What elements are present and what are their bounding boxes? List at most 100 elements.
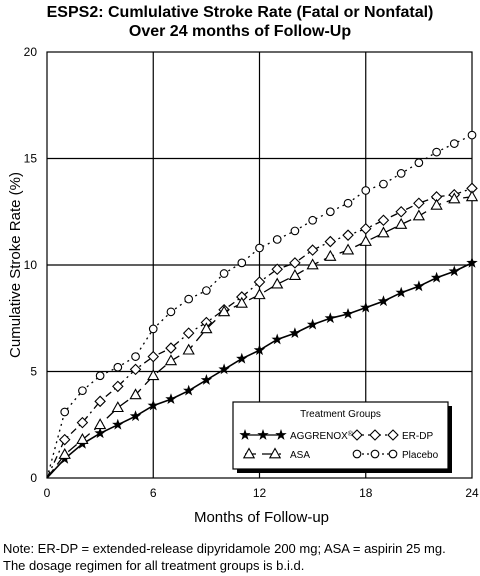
y-tick-label: 0 bbox=[30, 471, 37, 485]
chart-subtitle: Over 24 months of Follow-Up bbox=[128, 23, 352, 40]
data-point-er-dp bbox=[377, 214, 390, 227]
legend-marker-placebo bbox=[388, 449, 398, 459]
data-point-aggrenox bbox=[147, 399, 159, 411]
data-point-aggrenox bbox=[183, 384, 195, 396]
data-point-aggrenox bbox=[165, 393, 177, 404]
data-point-asa bbox=[341, 243, 355, 255]
data-point-aggrenox bbox=[360, 301, 372, 313]
legend-marker-aggrenox bbox=[239, 429, 251, 440]
data-point-placebo bbox=[308, 215, 317, 225]
data-point-asa bbox=[253, 288, 266, 300]
data-point-placebo bbox=[184, 294, 194, 304]
data-point-asa bbox=[235, 296, 248, 308]
data-point-asa bbox=[217, 305, 231, 317]
series-asa bbox=[46, 190, 479, 479]
footnote-dosage: The dosage regimen for all treatment gro… bbox=[3, 558, 305, 573]
data-point-er-dp bbox=[182, 327, 195, 339]
legend-marker-er-dp bbox=[387, 429, 399, 441]
data-point-placebo bbox=[202, 286, 211, 295]
data-point-er-dp bbox=[76, 416, 89, 429]
legend-label-placebo: Placebo bbox=[402, 450, 439, 461]
data-point-asa bbox=[147, 369, 160, 381]
data-point-er-dp bbox=[94, 395, 106, 408]
data-point-asa bbox=[58, 447, 71, 459]
data-point-aggrenox bbox=[236, 352, 248, 364]
series-aggrenox bbox=[46, 256, 478, 479]
data-point-er-dp bbox=[306, 244, 319, 256]
data-point-er-dp bbox=[147, 350, 160, 363]
data-point-er-dp bbox=[395, 205, 407, 218]
data-point-er-dp bbox=[359, 223, 372, 235]
x-tick-label: 18 bbox=[359, 486, 373, 500]
data-point-placebo bbox=[396, 169, 406, 178]
data-point-aggrenox bbox=[112, 418, 124, 430]
data-point-placebo bbox=[361, 186, 371, 195]
data-point-er-dp bbox=[58, 433, 71, 446]
data-point-aggrenox bbox=[200, 374, 213, 385]
legend-trademark: ® bbox=[348, 430, 354, 438]
legend: Treatment Groups AGGRENOX® ER-DP ASA Placebo bbox=[232, 401, 452, 473]
legend-marker-er-dp bbox=[369, 429, 381, 441]
y-tick-label: 15 bbox=[24, 152, 38, 166]
data-point-aggrenox bbox=[271, 333, 283, 345]
data-point-er-dp bbox=[413, 197, 425, 210]
data-point-asa bbox=[288, 269, 302, 281]
legend-marker-placebo bbox=[370, 449, 380, 459]
data-point-aggrenox bbox=[218, 363, 230, 375]
data-point-placebo bbox=[290, 226, 300, 236]
data-point-asa bbox=[164, 354, 178, 366]
data-point-asa bbox=[271, 277, 284, 289]
data-point-asa bbox=[93, 418, 107, 430]
legend-label-aggrenox: AGGRENOX® bbox=[290, 430, 354, 443]
data-point-asa bbox=[395, 217, 408, 229]
legend-marker-asa bbox=[242, 447, 256, 459]
x-axis-title: Months of Follow-up bbox=[194, 509, 329, 526]
legend-label-asa: ASA bbox=[290, 450, 310, 461]
series-placebo bbox=[46, 130, 477, 479]
legend-title: Treatment Groups bbox=[300, 409, 381, 420]
data-point-placebo bbox=[414, 158, 424, 168]
data-point-placebo bbox=[325, 207, 335, 217]
data-point-asa bbox=[182, 343, 195, 355]
data-point-asa bbox=[200, 322, 213, 334]
data-point-placebo bbox=[219, 269, 229, 278]
data-point-aggrenox bbox=[129, 410, 142, 422]
data-point-aggrenox bbox=[413, 280, 425, 292]
data-point-aggrenox bbox=[430, 271, 443, 283]
data-point-er-dp bbox=[271, 263, 283, 276]
data-point-placebo bbox=[60, 407, 70, 417]
data-point-asa bbox=[412, 209, 426, 221]
legend-marker-er-dp bbox=[351, 429, 363, 441]
data-point-aggrenox bbox=[94, 427, 106, 439]
data-point-placebo bbox=[78, 386, 87, 396]
data-point-placebo bbox=[432, 147, 441, 157]
data-point-placebo bbox=[379, 179, 388, 189]
y-tick-label: 5 bbox=[30, 365, 37, 379]
y-axis-title: Cumulative Stroke Rate (%) bbox=[7, 172, 24, 358]
legend-marker-aggrenox bbox=[257, 429, 269, 440]
data-point-placebo bbox=[95, 371, 105, 381]
data-point-placebo bbox=[255, 243, 264, 253]
data-point-aggrenox bbox=[377, 295, 390, 307]
data-point-aggrenox bbox=[466, 256, 478, 268]
data-point-asa bbox=[324, 249, 337, 261]
data-point-aggrenox bbox=[306, 318, 319, 330]
data-point-er-dp bbox=[165, 342, 177, 354]
data-point-aggrenox bbox=[289, 327, 301, 338]
legend-marker-placebo bbox=[352, 449, 362, 459]
data-point-asa bbox=[129, 388, 142, 400]
data-point-asa bbox=[430, 198, 443, 210]
data-point-aggrenox bbox=[342, 308, 354, 319]
data-point-er-dp bbox=[112, 380, 124, 393]
data-point-aggrenox bbox=[253, 344, 266, 356]
data-point-placebo bbox=[148, 324, 158, 334]
x-tick-label: 12 bbox=[253, 486, 267, 500]
data-point-asa bbox=[465, 190, 479, 202]
data-point-er-dp bbox=[324, 235, 337, 248]
data-point-placebo bbox=[166, 307, 176, 317]
data-point-asa bbox=[111, 401, 124, 413]
chart-title: ESPS2: Cumlulative Stroke Rate (Fatal or… bbox=[46, 4, 434, 21]
data-point-er-dp bbox=[253, 276, 266, 288]
legend-marker-aggrenox bbox=[275, 429, 287, 440]
data-point-er-dp bbox=[129, 363, 142, 376]
